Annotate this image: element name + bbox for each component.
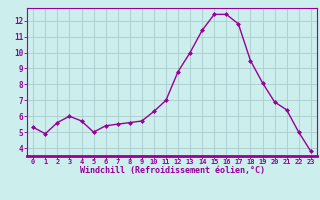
- X-axis label: Windchill (Refroidissement éolien,°C): Windchill (Refroidissement éolien,°C): [79, 166, 265, 175]
